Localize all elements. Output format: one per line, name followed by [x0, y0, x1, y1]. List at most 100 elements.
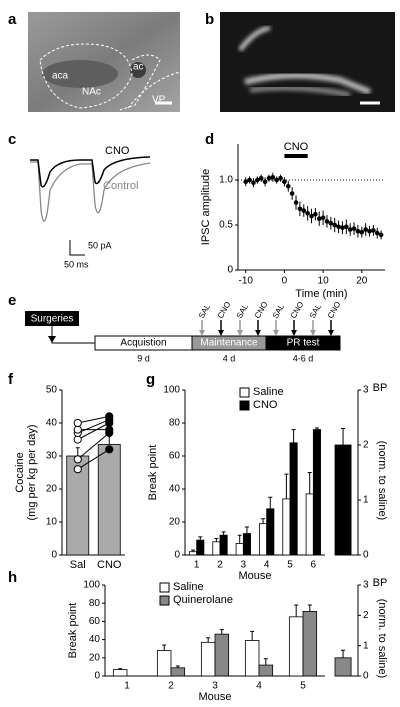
injection-label: SAL	[235, 302, 251, 320]
scale-bar-label: 50 ms	[64, 259, 89, 269]
y-tick-label: 2	[363, 440, 369, 451]
data-point	[332, 222, 338, 228]
x-tick-label: 1	[194, 560, 200, 571]
y-axis-title: BP	[373, 382, 388, 394]
phase-label: PR test	[287, 338, 320, 349]
y-axis-title: Break point	[147, 445, 159, 501]
data-point	[359, 229, 365, 235]
y-tick-label: 100	[163, 385, 180, 396]
data-point	[367, 229, 372, 234]
y-tick-label: 80	[89, 598, 101, 609]
phase-box	[265, 335, 341, 351]
y-tick-label: 40	[46, 418, 58, 429]
y-tick-label: 1.0	[219, 175, 233, 186]
phase-duration: 4-6 d	[293, 353, 314, 363]
bar	[334, 444, 352, 556]
region-label: VP	[152, 95, 166, 106]
data-point	[274, 177, 279, 183]
data-point	[363, 227, 368, 232]
data-point	[243, 179, 249, 185]
data-point	[313, 211, 318, 217]
bar	[170, 667, 186, 677]
arrow-head	[310, 330, 316, 336]
panel-label: f	[8, 371, 14, 388]
scale-bar-label: 50 pA	[88, 240, 112, 250]
x-tick-label: 10	[318, 276, 330, 287]
data-point	[285, 184, 291, 189]
phase-duration: 9 d	[137, 353, 150, 363]
phase-duration: 4 d	[223, 353, 236, 363]
legend-label: Quinerolane	[173, 594, 233, 606]
trace-label: CNO	[105, 145, 130, 157]
panel-label: a	[8, 11, 17, 28]
y-tick-label: 20	[46, 484, 58, 495]
x-tick-label: 6	[311, 560, 317, 571]
phase-label: Maintenance	[200, 338, 258, 349]
y-tick-label: 0	[51, 550, 57, 561]
start-label: Surgeries	[31, 314, 74, 325]
x-tick-label: 20	[356, 276, 368, 287]
data-point	[340, 225, 345, 230]
y-tick-label: 1	[363, 640, 369, 651]
data-point	[282, 179, 287, 185]
arrow-head	[273, 330, 279, 336]
legend-swatch	[159, 595, 170, 606]
x-tick-label: CNO	[97, 559, 122, 571]
data-point	[378, 232, 384, 238]
data-point	[328, 220, 334, 226]
y-tick-label: 2	[363, 610, 369, 621]
arrow-head	[199, 330, 205, 336]
bar	[97, 444, 121, 556]
arrow-head	[291, 330, 297, 336]
subject-point	[105, 425, 114, 434]
data-point	[305, 211, 310, 216]
annotation-bar	[284, 154, 308, 158]
x-tick-label: 0	[282, 276, 288, 287]
legend-label: CNO	[253, 399, 278, 411]
bar	[282, 498, 291, 556]
panel-label: d	[205, 131, 214, 148]
y-tick-label: 0.5	[219, 220, 233, 231]
y-axis-title: (norm. to saline)	[376, 441, 388, 520]
y-axis-title: Cocaine	[14, 452, 26, 492]
data-point	[374, 230, 380, 236]
y-tick-label: 1	[363, 495, 369, 506]
data-point	[293, 200, 299, 205]
data-point	[262, 179, 268, 185]
bar	[196, 539, 205, 556]
bar	[200, 641, 216, 677]
x-tick-label: 2	[168, 681, 174, 692]
x-tick-label: 1	[124, 681, 130, 692]
bar	[242, 533, 251, 556]
bar	[259, 523, 268, 556]
x-tick-label: 4	[256, 681, 262, 692]
start-box	[25, 311, 79, 326]
bar	[214, 633, 230, 677]
bar	[266, 508, 275, 556]
data-point	[270, 175, 276, 180]
data-point	[251, 180, 256, 185]
data-point	[255, 177, 260, 183]
x-axis-title: Time (min)	[295, 288, 347, 300]
subject-point	[105, 412, 114, 421]
subject-point	[73, 455, 82, 464]
subject-line	[77, 448, 110, 470]
subject-line	[77, 422, 110, 440]
injection-label: SAL	[197, 302, 213, 320]
panel-label: b	[205, 11, 214, 28]
micrograph-b	[220, 12, 395, 112]
injection-label: CNO	[253, 300, 270, 320]
y-tick-label: 80	[169, 418, 181, 429]
micrograph-a	[28, 12, 181, 112]
legend-swatch	[239, 387, 250, 398]
bar	[212, 541, 221, 556]
y-axis-title: IPSC amplitude	[200, 169, 212, 245]
injection-label: CNO	[216, 300, 233, 320]
y-tick-label: 60	[169, 451, 181, 462]
x-axis-title: Mouse	[238, 570, 271, 582]
injection-label: SAL	[271, 302, 287, 320]
panel-label: c	[8, 131, 16, 148]
x-tick-label: Sal	[70, 559, 86, 571]
subject-line	[77, 419, 110, 434]
